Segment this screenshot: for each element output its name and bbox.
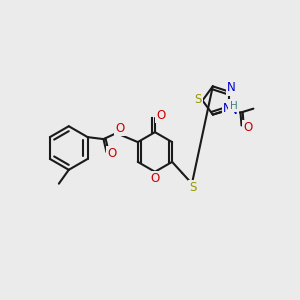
Text: S: S [189, 181, 197, 194]
Text: O: O [150, 172, 160, 185]
Text: N: N [223, 102, 232, 115]
Text: S: S [194, 93, 201, 106]
Text: H: H [230, 101, 238, 111]
Text: O: O [116, 122, 125, 135]
Text: O: O [244, 121, 253, 134]
Text: O: O [108, 148, 117, 160]
Text: O: O [156, 109, 166, 122]
Text: N: N [227, 81, 236, 94]
Text: N: N [229, 104, 238, 117]
